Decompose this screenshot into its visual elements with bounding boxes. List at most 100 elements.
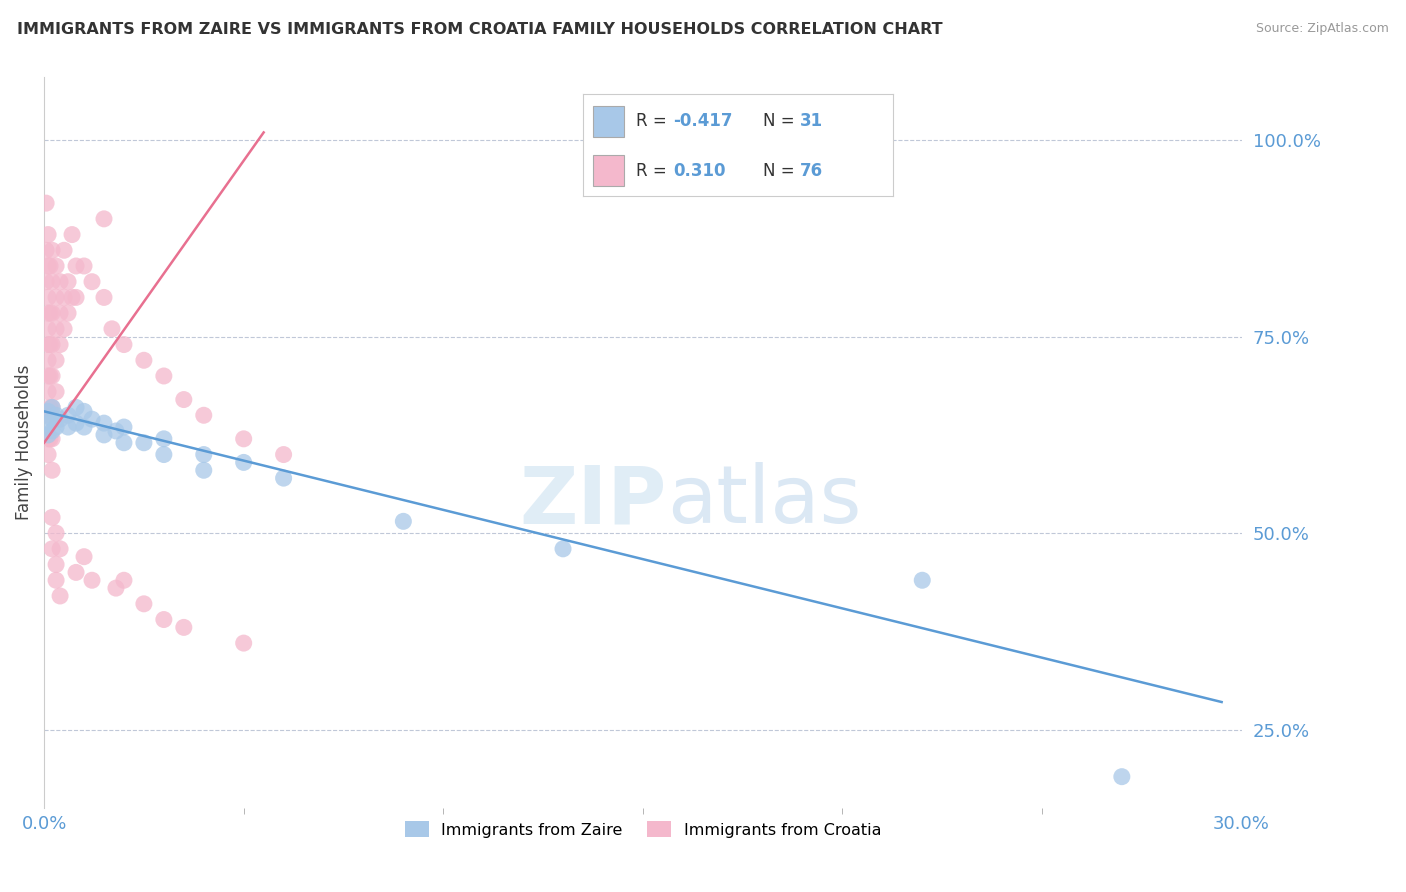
Point <box>273 471 295 485</box>
Point <box>232 432 254 446</box>
Point <box>73 404 96 418</box>
Point <box>41 412 63 426</box>
Point <box>80 412 103 426</box>
Point <box>45 259 67 273</box>
Text: IMMIGRANTS FROM ZAIRE VS IMMIGRANTS FROM CROATIA FAMILY HOUSEHOLDS CORRELATION C: IMMIGRANTS FROM ZAIRE VS IMMIGRANTS FROM… <box>17 22 942 37</box>
Point <box>37 404 59 418</box>
Point <box>173 392 195 407</box>
Point <box>45 558 67 572</box>
Text: 0.310: 0.310 <box>673 161 725 179</box>
Point <box>911 574 934 588</box>
Point <box>41 432 63 446</box>
Point <box>232 636 254 650</box>
Point <box>45 526 67 541</box>
Point <box>112 420 135 434</box>
Point <box>45 409 67 423</box>
Point <box>49 337 72 351</box>
Point <box>60 290 83 304</box>
Point <box>41 306 63 320</box>
Point <box>37 227 59 242</box>
Point <box>112 435 135 450</box>
Point <box>39 432 62 446</box>
Point <box>65 259 87 273</box>
Point <box>112 574 135 588</box>
Point <box>37 337 59 351</box>
Point <box>37 306 59 320</box>
Point <box>37 259 59 273</box>
Point <box>45 322 67 336</box>
Y-axis label: Family Households: Family Households <box>15 365 32 520</box>
Point <box>39 369 62 384</box>
Point <box>65 290 87 304</box>
Point <box>65 566 87 580</box>
Point <box>39 306 62 320</box>
Point <box>41 463 63 477</box>
Point <box>37 384 59 399</box>
Point <box>41 424 63 438</box>
Point <box>65 401 87 415</box>
Point <box>53 290 76 304</box>
Point <box>49 541 72 556</box>
Point <box>37 290 59 304</box>
Point <box>41 275 63 289</box>
Point <box>80 275 103 289</box>
Point <box>37 428 59 442</box>
Point <box>193 409 215 423</box>
Point <box>132 353 155 368</box>
Point <box>49 275 72 289</box>
Point <box>73 259 96 273</box>
Point <box>45 574 67 588</box>
Point <box>45 353 67 368</box>
Text: Source: ZipAtlas.com: Source: ZipAtlas.com <box>1256 22 1389 36</box>
FancyBboxPatch shape <box>593 106 624 136</box>
Text: 76: 76 <box>800 161 823 179</box>
Point <box>104 424 127 438</box>
FancyBboxPatch shape <box>593 155 624 186</box>
Point <box>39 259 62 273</box>
Point <box>45 290 67 304</box>
Point <box>153 448 176 462</box>
Point <box>49 412 72 426</box>
Point <box>104 581 127 595</box>
Point <box>49 589 72 603</box>
Point <box>41 510 63 524</box>
Point <box>45 384 67 399</box>
Point <box>273 448 295 462</box>
Text: N =: N = <box>763 112 800 130</box>
Point <box>35 196 58 211</box>
Point <box>73 420 96 434</box>
Point <box>39 337 62 351</box>
Point <box>193 463 215 477</box>
Point <box>39 401 62 415</box>
Point <box>37 353 59 368</box>
Point <box>112 337 135 351</box>
Point <box>37 432 59 446</box>
Point <box>49 306 72 320</box>
Point <box>37 448 59 462</box>
Text: -0.417: -0.417 <box>673 112 733 130</box>
Point <box>93 290 115 304</box>
Point <box>65 416 87 430</box>
Point <box>53 322 76 336</box>
Point <box>35 275 58 289</box>
Text: N =: N = <box>763 161 800 179</box>
Text: ZIP: ZIP <box>520 462 666 541</box>
Text: R =: R = <box>636 161 672 179</box>
Point <box>132 435 155 450</box>
Legend: Immigrants from Zaire, Immigrants from Croatia: Immigrants from Zaire, Immigrants from C… <box>398 814 887 844</box>
Point <box>41 401 63 415</box>
Point <box>153 432 176 446</box>
Point <box>153 369 176 384</box>
Point <box>45 420 67 434</box>
Text: atlas: atlas <box>666 462 860 541</box>
Point <box>56 409 79 423</box>
Point <box>392 514 415 528</box>
Point <box>93 416 115 430</box>
Text: R =: R = <box>636 112 672 130</box>
Point <box>101 322 124 336</box>
Point <box>56 420 79 434</box>
Point <box>73 549 96 564</box>
Point <box>41 541 63 556</box>
Point <box>56 306 79 320</box>
Point <box>551 541 574 556</box>
